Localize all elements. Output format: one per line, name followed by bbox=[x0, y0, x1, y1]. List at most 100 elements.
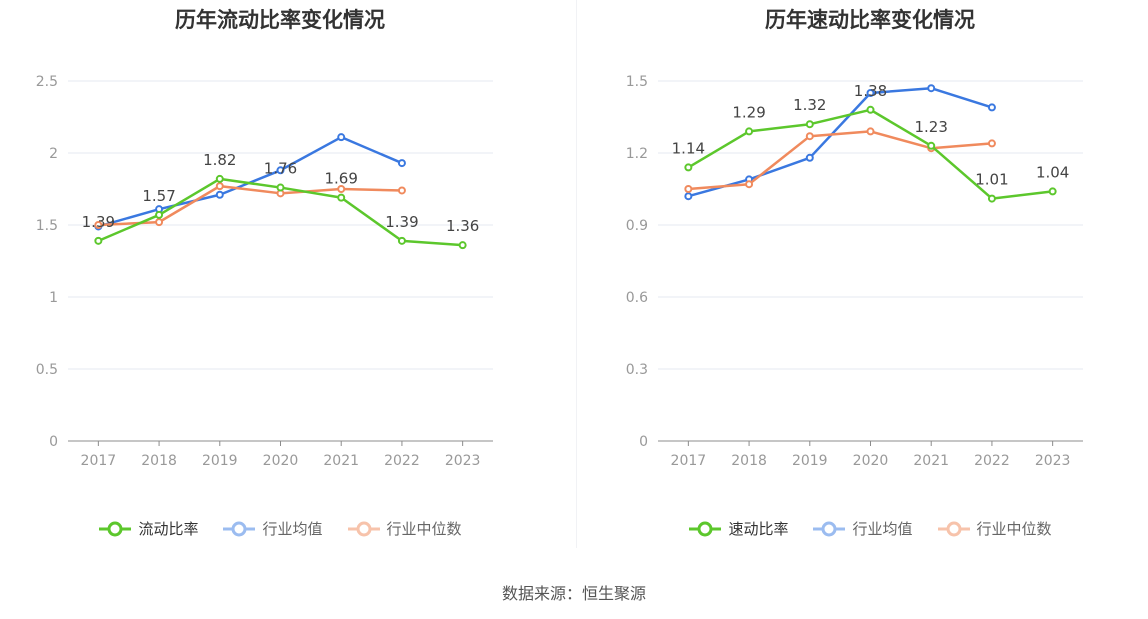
chart-title: 历年流动比率变化情况 bbox=[175, 8, 385, 32]
y-tick-label: 0.3 bbox=[626, 362, 648, 378]
legend-line-icon bbox=[223, 521, 256, 536]
x-tick-label: 2018 bbox=[141, 453, 177, 469]
data-label: 1.04 bbox=[1036, 163, 1069, 181]
data-point bbox=[1048, 187, 1057, 196]
data-point bbox=[866, 89, 875, 97]
legend-line-icon bbox=[99, 521, 132, 536]
legend-item-quick-ratio[interactable]: 速动比率 bbox=[688, 518, 788, 539]
y-tick-label: 1 bbox=[49, 290, 58, 306]
data-label: 1.39 bbox=[385, 213, 418, 231]
legend-label: 流动比率 bbox=[138, 520, 199, 538]
data-source-note: 数据来源：恒生聚源 bbox=[501, 584, 646, 603]
y-tick-label: 2.5 bbox=[36, 74, 58, 90]
data-point bbox=[155, 210, 164, 219]
legend-label: 行业中位数 bbox=[386, 520, 462, 538]
data-point bbox=[215, 174, 224, 183]
data-label: 1.57 bbox=[142, 187, 175, 205]
legend-label: 速动比率 bbox=[728, 520, 789, 538]
data-point bbox=[927, 84, 936, 93]
data-label: 1.82 bbox=[203, 151, 236, 169]
legend-item-industry-mean[interactable]: 行业均值 bbox=[812, 518, 913, 539]
y-tick-label: 1.5 bbox=[626, 74, 648, 90]
legend-item-current-ratio[interactable]: 流动比率 bbox=[98, 518, 198, 539]
legend-label: 行业中位数 bbox=[976, 520, 1052, 538]
data-point bbox=[745, 180, 754, 189]
data-point bbox=[684, 185, 693, 193]
data-point bbox=[866, 105, 875, 114]
legend-item-industry-mean[interactable]: 行业均值 bbox=[222, 518, 323, 539]
series-line bbox=[98, 184, 402, 227]
x-tick-label: 2022 bbox=[974, 453, 1010, 469]
x-tick-label: 2017 bbox=[671, 453, 707, 469]
data-point bbox=[805, 132, 814, 141]
y-tick-label: 0.9 bbox=[626, 218, 648, 234]
data-point bbox=[805, 120, 814, 129]
line-chart-current-ratio: 0 0.5 1 1.5 2 2.5 2017 2018 2019 2020 2021 2022 2023… bbox=[36, 74, 493, 469]
data-point bbox=[397, 159, 406, 168]
legend: 流动比率 行业均值 行业中位数 bbox=[0, 518, 560, 539]
x-tick-label: 2021 bbox=[913, 453, 949, 469]
data-label: 1.23 bbox=[915, 118, 948, 136]
x-tick-label: 2023 bbox=[1035, 453, 1071, 469]
data-label: 1.32 bbox=[793, 96, 826, 114]
legend-item-industry-median[interactable]: 行业中位数 bbox=[347, 518, 462, 539]
data-label: 1.14 bbox=[672, 139, 705, 157]
data-point bbox=[397, 186, 406, 195]
legend-label: 行业均值 bbox=[262, 520, 323, 538]
data-point bbox=[684, 163, 693, 172]
data-point bbox=[745, 127, 754, 136]
data-label: 1.38 bbox=[854, 82, 887, 100]
data-label: 1.39 bbox=[82, 213, 115, 231]
y-tick-label: 1.5 bbox=[36, 218, 58, 234]
data-point bbox=[458, 241, 467, 250]
data-point bbox=[94, 236, 103, 245]
x-tick-label: 2023 bbox=[445, 453, 481, 469]
x-tick-label: 2018 bbox=[731, 453, 767, 469]
y-tick-label: 0.5 bbox=[36, 362, 58, 378]
legend-line-icon bbox=[347, 521, 380, 536]
panel-divider bbox=[576, 0, 577, 548]
data-point bbox=[684, 192, 693, 201]
x-tick-label: 2021 bbox=[323, 453, 359, 469]
legend-item-industry-median[interactable]: 行业中位数 bbox=[937, 518, 1052, 539]
x-tick-label: 2019 bbox=[792, 453, 828, 469]
data-point bbox=[94, 221, 103, 229]
y-tick-label: 0.6 bbox=[626, 290, 648, 306]
data-point bbox=[805, 153, 814, 162]
data-point bbox=[276, 166, 285, 175]
legend-line-icon bbox=[937, 521, 970, 536]
legend: 速动比率 行业均值 行业中位数 bbox=[590, 518, 1148, 539]
data-point bbox=[987, 139, 996, 148]
y-tick-label: 0 bbox=[49, 434, 58, 450]
chart-panel-current-ratio: 历年流动比率变化情况 0 0.5 1 1.5 2 2.5 2017 2018 2019 2020 2… bbox=[0, 0, 574, 560]
data-point bbox=[337, 185, 346, 193]
data-point bbox=[215, 190, 224, 199]
data-label: 1.69 bbox=[325, 170, 358, 188]
x-tick-label: 2019 bbox=[202, 453, 238, 469]
chart-title: 历年速动比率变化情况 bbox=[765, 8, 975, 32]
x-tick-label: 2020 bbox=[263, 453, 299, 469]
data-point bbox=[276, 183, 285, 192]
line-chart-quick-ratio: 0 0.3 0.6 0.9 1.2 1.5 2017 2018 2019 2020 2021 2022… bbox=[626, 74, 1083, 469]
data-point bbox=[987, 103, 996, 112]
x-tick-label: 2020 bbox=[853, 453, 889, 469]
data-point bbox=[155, 218, 164, 227]
data-label: 1.01 bbox=[975, 171, 1008, 189]
data-point bbox=[927, 141, 936, 150]
data-point bbox=[337, 133, 346, 142]
x-tick-label: 2017 bbox=[81, 453, 117, 469]
data-point bbox=[866, 127, 875, 136]
data-label: 1.36 bbox=[446, 217, 479, 235]
y-tick-label: 2 bbox=[49, 146, 58, 162]
data-point bbox=[337, 193, 346, 202]
legend-line-icon bbox=[813, 521, 846, 536]
series-line bbox=[688, 86, 993, 198]
data-point bbox=[987, 194, 996, 203]
series-line bbox=[688, 130, 993, 191]
y-tick-label: 0 bbox=[639, 434, 648, 450]
chart-panel-quick-ratio: 历年速动比率变化情况 0 0.3 0.6 0.9 1.2 1.5 2017 2018 2019 2… bbox=[590, 0, 1148, 560]
data-label: 1.76 bbox=[264, 160, 297, 178]
data-point bbox=[397, 236, 406, 245]
data-label: 1.29 bbox=[732, 103, 765, 121]
legend-line-icon bbox=[689, 521, 722, 536]
